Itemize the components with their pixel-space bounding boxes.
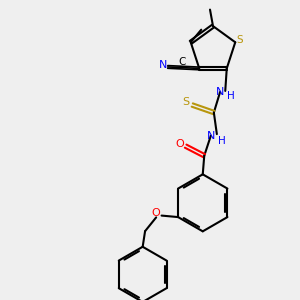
- Text: H: H: [218, 136, 226, 146]
- Text: C: C: [178, 57, 186, 67]
- Text: N: N: [159, 60, 167, 70]
- Text: S: S: [183, 97, 190, 107]
- Text: H: H: [227, 91, 235, 101]
- Text: N: N: [207, 130, 215, 141]
- Text: O: O: [175, 139, 184, 149]
- Text: S: S: [236, 35, 243, 45]
- Text: N: N: [216, 87, 224, 97]
- Text: O: O: [152, 208, 161, 218]
